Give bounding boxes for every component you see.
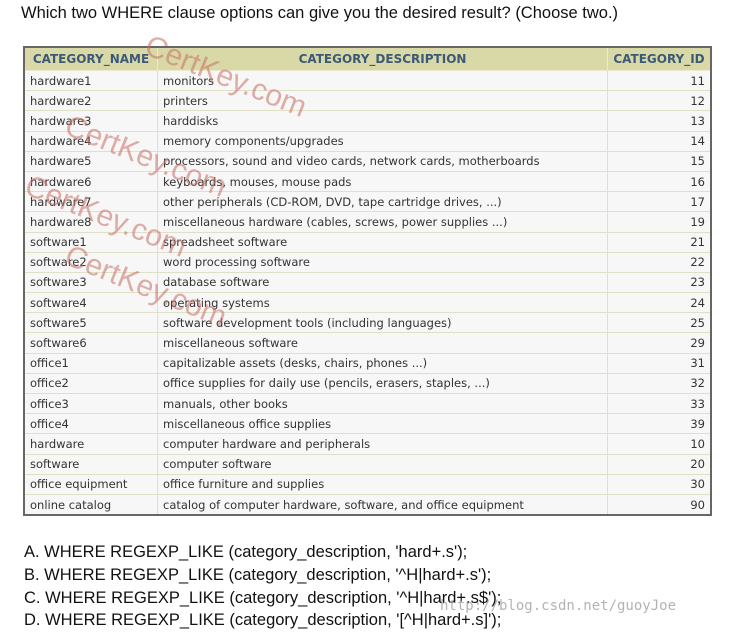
cell-category-description: miscellaneous office supplies xyxy=(157,413,608,435)
cell-category-name: hardware2 xyxy=(23,90,158,112)
table-row: software2 word processing software 22 xyxy=(23,251,712,273)
cell-category-description: harddisks xyxy=(157,110,608,132)
option-b: B. WHERE REGEXP_LIKE (category_descripti… xyxy=(24,565,492,584)
cell-category-description: operating systems xyxy=(157,292,608,314)
answer-options: A. WHERE REGEXP_LIKE (category_descripti… xyxy=(24,541,501,632)
cell-category-description: printers xyxy=(157,90,608,112)
table-row: hardware8 miscellaneous hardware (cables,… xyxy=(23,211,712,233)
cell-category-name: online catalog xyxy=(23,493,158,516)
header-category-id: CATEGORY_ID xyxy=(607,46,712,71)
cell-category-description: miscellaneous software xyxy=(157,332,608,354)
cell-category-name: software6 xyxy=(23,332,158,354)
cell-category-id: 14 xyxy=(607,130,712,152)
cell-category-description: manuals, other books xyxy=(157,392,608,415)
cell-category-description: spreadsheet software xyxy=(157,231,608,253)
blog-watermark: http://blog.csdn.net/guoyJoe xyxy=(440,598,677,614)
cell-category-name: software3 xyxy=(23,271,158,294)
cell-category-description: word processing software xyxy=(157,251,608,273)
header-category-description: CATEGORY_DESCRIPTION xyxy=(157,46,608,71)
cell-category-name: hardware4 xyxy=(23,130,158,152)
table-row: software computer software 20 xyxy=(23,453,712,475)
cell-category-name: office3 xyxy=(23,392,158,415)
cell-category-id: 29 xyxy=(607,332,712,354)
table-row: software3 database software 23 xyxy=(23,271,712,294)
cell-category-id: 22 xyxy=(607,251,712,273)
table-row: hardware computer hardware and peripheral… xyxy=(23,433,712,455)
cell-category-id: 21 xyxy=(607,231,712,253)
table-row: software1 spreadsheet software 21 xyxy=(23,231,712,253)
cell-category-name: office1 xyxy=(23,352,158,374)
cell-category-description: processors, sound and video cards, netwo… xyxy=(157,150,608,172)
cell-category-name: office equipment xyxy=(23,473,158,495)
category-table: CATEGORY_NAME CATEGORY_DESCRIPTION CATEG… xyxy=(23,46,712,517)
table-row: office equipment office furniture and sup… xyxy=(23,473,712,495)
cell-category-id: 23 xyxy=(607,271,712,294)
cell-category-name: hardware3 xyxy=(23,110,158,132)
cell-category-description: other peripherals (CD-ROM, DVD, tape car… xyxy=(157,191,608,213)
table-row: office3 manuals, other books 33 xyxy=(23,392,712,415)
table-row: hardware2 printers 12 xyxy=(23,90,712,112)
cell-category-description: software development tools (including la… xyxy=(157,312,608,334)
cell-category-id: 31 xyxy=(607,352,712,374)
cell-category-description: memory components/upgrades xyxy=(157,130,608,152)
table-row: hardware1 monitors 11 xyxy=(23,69,712,92)
cell-category-id: 20 xyxy=(607,453,712,475)
cell-category-name: hardware7 xyxy=(23,191,158,213)
cell-category-name: office2 xyxy=(23,372,158,395)
cell-category-name: hardware6 xyxy=(23,170,158,193)
cell-category-description: office furniture and supplies xyxy=(157,473,608,495)
cell-category-description: office supplies for daily use (pencils, … xyxy=(157,372,608,395)
cell-category-description: database software xyxy=(157,271,608,294)
cell-category-description: keyboards, mouses, mouse pads xyxy=(157,170,608,193)
header-category-name: CATEGORY_NAME xyxy=(23,46,158,71)
cell-category-id: 15 xyxy=(607,150,712,172)
cell-category-description: computer hardware and peripherals xyxy=(157,433,608,455)
cell-category-id: 16 xyxy=(607,170,712,193)
cell-category-id: 17 xyxy=(607,191,712,213)
option-c: C. WHERE REGEXP_LIKE (category_descripti… xyxy=(24,588,502,607)
cell-category-name: software1 xyxy=(23,231,158,253)
cell-category-name: software5 xyxy=(23,312,158,334)
cell-category-id: 33 xyxy=(607,392,712,415)
cell-category-description: miscellaneous hardware (cables, screws, … xyxy=(157,211,608,233)
table-row: online catalog catalog of computer hardwa… xyxy=(23,493,712,516)
cell-category-id: 24 xyxy=(607,292,712,314)
cell-category-id: 25 xyxy=(607,312,712,334)
table-row: hardware6 keyboards, mouses, mouse pads 16 xyxy=(23,170,712,193)
cell-category-name: software2 xyxy=(23,251,158,273)
cell-category-id: 19 xyxy=(607,211,712,233)
table-row: office1 capitalizable assets (desks, chai… xyxy=(23,352,712,374)
cell-category-description: computer software xyxy=(157,453,608,475)
cell-category-id: 30 xyxy=(607,473,712,495)
cell-category-id: 11 xyxy=(607,69,712,92)
table-row: hardware7 other peripherals (CD-ROM, DVD,… xyxy=(23,191,712,213)
option-d: D. WHERE REGEXP_LIKE (category_descripti… xyxy=(24,611,502,630)
table-row: software6 miscellaneous software 29 xyxy=(23,332,712,354)
cell-category-name: hardware xyxy=(23,433,158,455)
table-row: office2 office supplies for daily use (pe… xyxy=(23,372,712,395)
cell-category-id: 12 xyxy=(607,90,712,112)
cell-category-id: 32 xyxy=(607,372,712,395)
table-row: hardware4 memory components/upgrades 14 xyxy=(23,130,712,152)
cell-category-name: software4 xyxy=(23,292,158,314)
table-row: hardware3 harddisks 13 xyxy=(23,110,712,132)
option-a: A. WHERE REGEXP_LIKE (category_descripti… xyxy=(24,543,468,561)
cell-category-description: monitors xyxy=(157,69,608,92)
table-row: software4 operating systems 24 xyxy=(23,292,712,314)
cell-category-description: catalog of computer hardware, software, … xyxy=(157,493,608,516)
table-row: hardware5 processors, sound and video car… xyxy=(23,150,712,172)
table-row: software5 software development tools (inc… xyxy=(23,312,712,334)
table-row: office4 miscellaneous office supplies 39 xyxy=(23,413,712,435)
cell-category-name: hardware5 xyxy=(23,150,158,172)
cell-category-id: 10 xyxy=(607,433,712,455)
cell-category-id: 90 xyxy=(607,493,712,516)
cell-category-name: hardware1 xyxy=(23,69,158,92)
question-text: Which two WHERE clause options can give … xyxy=(21,4,619,22)
cell-category-name: office4 xyxy=(23,413,158,435)
cell-category-id: 13 xyxy=(607,110,712,132)
cell-category-name: software xyxy=(23,453,158,475)
cell-category-name: hardware8 xyxy=(23,211,158,233)
cell-category-description: capitalizable assets (desks, chairs, pho… xyxy=(157,352,608,374)
cell-category-id: 39 xyxy=(607,413,712,435)
